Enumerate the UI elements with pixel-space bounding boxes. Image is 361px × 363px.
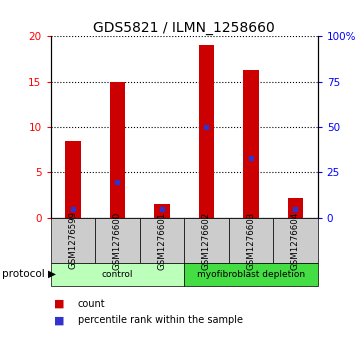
Text: GSM1276602: GSM1276602 <box>202 211 211 270</box>
Text: GSM1276603: GSM1276603 <box>247 211 255 270</box>
Text: myofibroblast depletion: myofibroblast depletion <box>197 270 305 279</box>
Bar <box>243 70 259 218</box>
Text: control: control <box>101 270 133 279</box>
Text: GSM1276604: GSM1276604 <box>291 211 300 270</box>
Bar <box>109 82 125 218</box>
Text: GSM1276601: GSM1276601 <box>157 211 166 270</box>
Text: ■: ■ <box>54 299 65 309</box>
Text: protocol ▶: protocol ▶ <box>2 269 56 280</box>
Text: GSM1276599: GSM1276599 <box>68 212 77 269</box>
Title: GDS5821 / ILMN_1258660: GDS5821 / ILMN_1258660 <box>93 21 275 35</box>
Bar <box>288 198 303 218</box>
Text: count: count <box>78 299 105 309</box>
Text: percentile rank within the sample: percentile rank within the sample <box>78 315 243 325</box>
Bar <box>65 140 81 218</box>
Bar <box>199 45 214 218</box>
Text: ■: ■ <box>54 315 65 325</box>
Text: GSM1276600: GSM1276600 <box>113 211 122 270</box>
Bar <box>154 204 170 218</box>
